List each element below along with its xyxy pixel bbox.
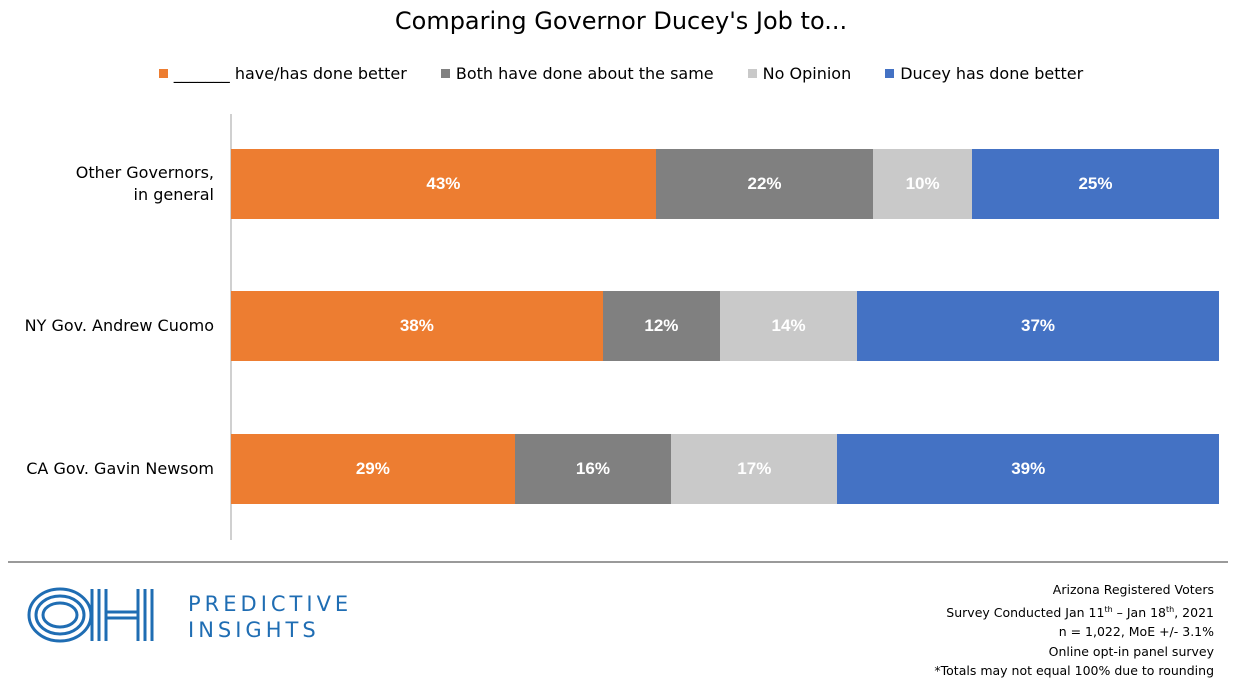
- stacked-bar: 43% 22% 10% 25%: [231, 149, 1219, 219]
- data-label: 43%: [426, 174, 461, 193]
- data-label: 17%: [737, 459, 772, 478]
- bar-segment: 17%: [671, 434, 838, 504]
- legend-swatch: [885, 68, 895, 78]
- legend-label: No Opinion: [762, 63, 852, 83]
- survey-note-method: Online opt-in panel survey: [1048, 643, 1214, 659]
- data-label: 16%: [575, 459, 610, 478]
- legend-item: Both have done about the same: [440, 61, 714, 85]
- data-label: 29%: [355, 459, 390, 478]
- legend-swatch: [158, 68, 168, 78]
- survey-note-sample: n = 1,022, MoE +/- 3.1%: [1058, 624, 1214, 640]
- data-label: 14%: [771, 316, 806, 335]
- bar-segment: 16%: [514, 434, 672, 504]
- category-label: CA Gov. Gavin Newsom: [4, 458, 214, 480]
- survey-notes: Arizona Registered Voters Survey Conduct…: [934, 580, 1214, 681]
- data-label: 22%: [747, 174, 782, 193]
- data-label: 12%: [644, 316, 679, 335]
- data-label: 39%: [1011, 459, 1046, 478]
- data-label: 25%: [1078, 174, 1113, 193]
- bar-segment: 22%: [655, 149, 874, 219]
- data-label: 37%: [1020, 316, 1056, 335]
- survey-note-rounding: *Totals may not equal 100% due to roundi…: [934, 663, 1214, 679]
- legend-item: _______ have/has done better: [158, 61, 407, 85]
- legend-item: Ducey has done better: [885, 61, 1083, 85]
- data-label: 10%: [905, 174, 940, 193]
- bar-segment: 43%: [231, 149, 656, 219]
- bar-segment: 25%: [971, 149, 1219, 219]
- legend-label: Ducey has done better: [900, 63, 1084, 83]
- legend-label: _______ have/has done better: [173, 63, 407, 83]
- bar-segment: 12%: [602, 291, 721, 361]
- category-label-line: Other Governors,: [75, 163, 214, 182]
- chart-title: Comparing Governor Ducey's Job to...: [394, 7, 848, 35]
- bar-segment: 39%: [837, 434, 1219, 504]
- legend-swatch: [440, 68, 450, 78]
- category-label-line: CA Gov. Gavin Newsom: [26, 459, 214, 478]
- chart-legend: _______ have/has done better Both have do…: [0, 61, 1242, 85]
- logo-word-insights: INSIGHTS: [188, 618, 320, 642]
- logo-word-predictive: PREDICTIVE: [188, 592, 353, 616]
- stacked-bar: 38% 12% 14% 37%: [231, 291, 1219, 361]
- oh-logo-mark-icon: [27, 587, 154, 643]
- survey-note-population: Arizona Registered Voters: [1052, 582, 1214, 597]
- predictive-insights-logo: PREDICTIVE INSIGHTS: [26, 585, 366, 645]
- category-label: NY Gov. Andrew Cuomo: [4, 315, 214, 337]
- stacked-bar: 29% 16% 17% 39%: [231, 434, 1219, 504]
- bar-segment: 29%: [231, 434, 515, 504]
- footer-divider: [8, 561, 1228, 563]
- category-label-line: NY Gov. Andrew Cuomo: [24, 316, 214, 335]
- survey-note-dates: Survey Conducted Jan 11th – Jan 18th, 20…: [946, 604, 1214, 620]
- data-label: 38%: [399, 316, 434, 335]
- category-label: Other Governors, in general: [4, 162, 214, 206]
- bar-segment: 37%: [857, 291, 1219, 361]
- legend-swatch: [747, 68, 757, 78]
- bar-segment: 14%: [720, 291, 858, 361]
- legend-label: Both have done about the same: [455, 63, 714, 83]
- category-label-line: in general: [133, 185, 214, 204]
- bar-segment: 10%: [873, 149, 972, 219]
- legend-item: No Opinion: [747, 61, 852, 85]
- bar-segment: 38%: [231, 291, 603, 361]
